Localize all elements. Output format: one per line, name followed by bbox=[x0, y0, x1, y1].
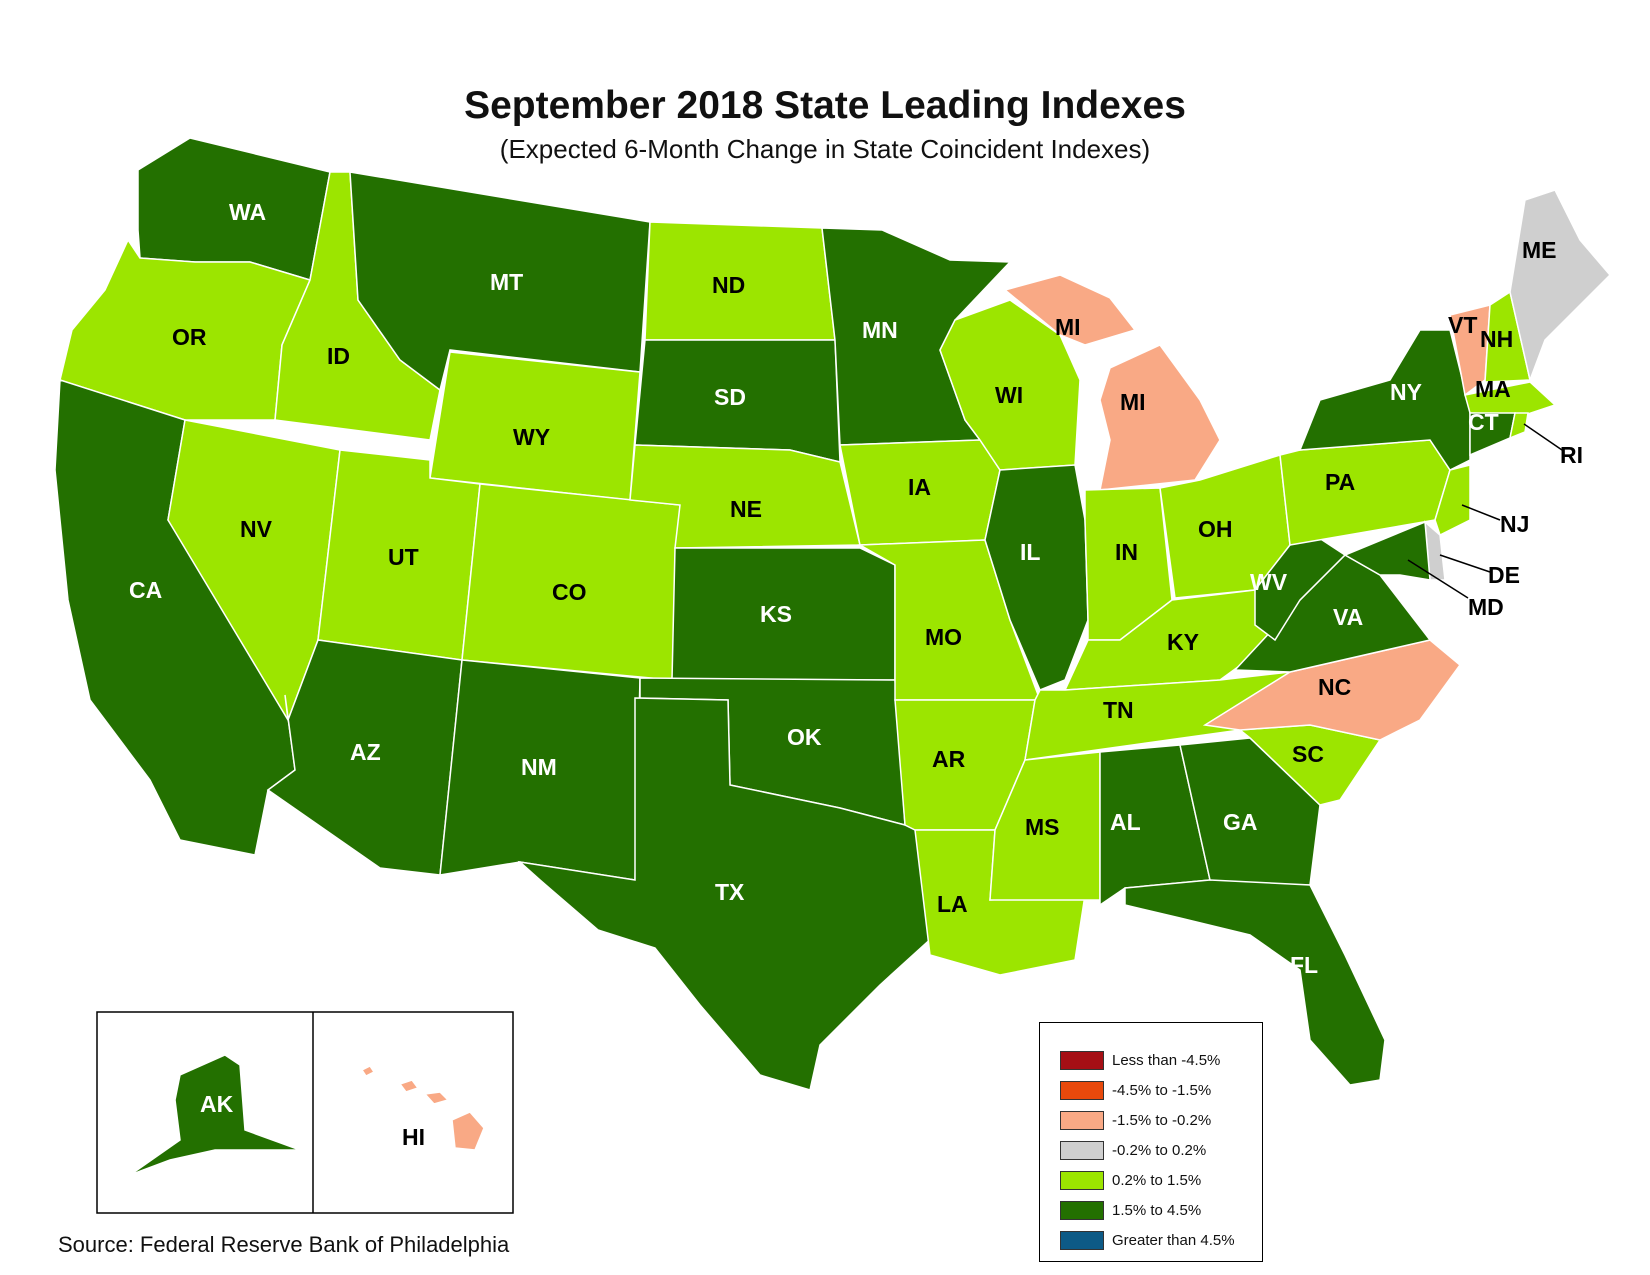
label-wi: WI bbox=[995, 382, 1023, 408]
label-va: VA bbox=[1333, 604, 1363, 630]
legend-label: -1.5% to -0.2% bbox=[1112, 1111, 1212, 1129]
state-hi-1[interactable] bbox=[360, 1065, 376, 1077]
label-de: DE bbox=[1488, 562, 1520, 588]
label-al: AL bbox=[1110, 809, 1141, 835]
label-mi-up: MI bbox=[1055, 314, 1081, 340]
state-fl[interactable] bbox=[1124, 879, 1386, 1086]
label-ne: NE bbox=[730, 496, 762, 522]
label-ma: MA bbox=[1475, 376, 1511, 402]
legend-label: 0.2% to 1.5% bbox=[1112, 1171, 1202, 1189]
state-mi-up[interactable] bbox=[1003, 274, 1137, 346]
state-ri[interactable] bbox=[1508, 412, 1529, 440]
legend-swatch bbox=[1060, 1170, 1104, 1190]
map-title: September 2018 State Leading Indexes bbox=[464, 84, 1186, 127]
legend-item: 0.2% to 1.5% bbox=[1060, 1165, 1262, 1195]
state-il[interactable] bbox=[984, 464, 1089, 691]
legend-swatch bbox=[1060, 1080, 1104, 1100]
state-md[interactable] bbox=[1343, 520, 1431, 581]
state-nj[interactable] bbox=[1434, 464, 1471, 537]
label-tx: TX bbox=[715, 879, 745, 905]
label-ga: GA bbox=[1223, 809, 1258, 835]
legend-swatch bbox=[1060, 1200, 1104, 1220]
label-ky: KY bbox=[1167, 629, 1199, 655]
legend-label: -0.2% to 0.2% bbox=[1112, 1141, 1207, 1159]
label-ia: IA bbox=[908, 474, 931, 500]
legend-swatch bbox=[1060, 1110, 1104, 1130]
label-nj: NJ bbox=[1500, 511, 1529, 537]
state-ak[interactable] bbox=[129, 1054, 301, 1176]
map-subtitle: (Expected 6-Month Change in State Coinci… bbox=[499, 134, 1151, 164]
label-nv: NV bbox=[240, 516, 273, 542]
label-ks: KS bbox=[760, 601, 792, 627]
legend-label: -4.5% to -1.5% bbox=[1112, 1081, 1212, 1099]
label-oh: OH bbox=[1198, 516, 1233, 542]
label-md: MD bbox=[1468, 594, 1504, 620]
legend-label: 1.5% to 4.5% bbox=[1112, 1201, 1202, 1219]
state-hi-4[interactable] bbox=[451, 1111, 485, 1151]
label-in: IN bbox=[1115, 539, 1138, 565]
state-ms[interactable] bbox=[989, 751, 1101, 901]
state-mi-lp[interactable] bbox=[1099, 344, 1221, 491]
label-id: ID bbox=[327, 343, 350, 369]
state-me[interactable] bbox=[1509, 189, 1612, 383]
label-nd: ND bbox=[712, 272, 745, 298]
label-la: LA bbox=[937, 891, 968, 917]
legend-item: -4.5% to -1.5% bbox=[1060, 1075, 1262, 1105]
legend-item: Less than -4.5% bbox=[1060, 1045, 1262, 1075]
label-ny: NY bbox=[1390, 379, 1422, 405]
legend-item: Greater than 4.5% bbox=[1060, 1225, 1262, 1255]
label-wa: WA bbox=[229, 199, 266, 225]
legend-swatch bbox=[1060, 1140, 1104, 1160]
label-wv: WV bbox=[1250, 569, 1288, 595]
label-me: ME bbox=[1522, 237, 1557, 263]
legend: Less than -4.5% -4.5% to -1.5% -1.5% to -0… bbox=[1039, 1022, 1263, 1262]
label-wy: WY bbox=[513, 424, 550, 450]
label-ct: CT bbox=[1468, 409, 1499, 435]
leader-lines bbox=[1407, 423, 1563, 599]
legend-swatch bbox=[1060, 1050, 1104, 1070]
label-ar: AR bbox=[932, 746, 966, 772]
legend-label: Less than -4.5% bbox=[1112, 1051, 1221, 1069]
label-or: OR bbox=[172, 324, 207, 350]
label-az: AZ bbox=[350, 739, 381, 765]
label-mn: MN bbox=[862, 317, 898, 343]
label-tn: TN bbox=[1103, 697, 1134, 723]
label-hi: HI bbox=[402, 1124, 425, 1150]
state-or[interactable] bbox=[59, 238, 312, 421]
label-mt: MT bbox=[490, 269, 523, 295]
legend-item: -1.5% to -0.2% bbox=[1060, 1105, 1262, 1135]
state-ma[interactable] bbox=[1464, 381, 1557, 416]
label-nh: NH bbox=[1480, 326, 1513, 352]
label-ok: OK bbox=[787, 724, 822, 750]
label-sc: SC bbox=[1292, 741, 1324, 767]
state-hi-2[interactable] bbox=[398, 1079, 420, 1093]
state-labels: WA OR CA ID NV MT WY UT CO AZ NM ND SD N… bbox=[129, 199, 1583, 978]
label-fl: FL bbox=[1290, 952, 1318, 978]
label-ca: CA bbox=[129, 577, 162, 603]
state-ne[interactable] bbox=[629, 444, 861, 549]
label-mi-lp: MI bbox=[1120, 389, 1146, 415]
label-sd: SD bbox=[714, 384, 746, 410]
label-ak: AK bbox=[200, 1091, 234, 1117]
legend-item: 1.5% to 4.5% bbox=[1060, 1195, 1262, 1225]
inset-frame bbox=[96, 1011, 514, 1214]
label-ri: RI bbox=[1560, 442, 1583, 468]
label-vt: VT bbox=[1448, 312, 1477, 338]
label-nm: NM bbox=[521, 754, 557, 780]
legend-swatch bbox=[1060, 1230, 1104, 1250]
state-tx[interactable] bbox=[517, 697, 936, 1091]
label-nc: NC bbox=[1318, 674, 1351, 700]
legend-item: -0.2% to 0.2% bbox=[1060, 1135, 1262, 1165]
label-mo: MO bbox=[925, 624, 962, 650]
legend-label: Greater than 4.5% bbox=[1112, 1231, 1235, 1249]
label-pa: PA bbox=[1325, 469, 1355, 495]
label-ut: UT bbox=[388, 544, 419, 570]
label-il: IL bbox=[1020, 539, 1040, 565]
label-co: CO bbox=[552, 579, 587, 605]
state-hi-3[interactable] bbox=[423, 1091, 450, 1105]
source-note: Source: Federal Reserve Bank of Philadel… bbox=[58, 1232, 510, 1257]
label-ms: MS bbox=[1025, 814, 1060, 840]
